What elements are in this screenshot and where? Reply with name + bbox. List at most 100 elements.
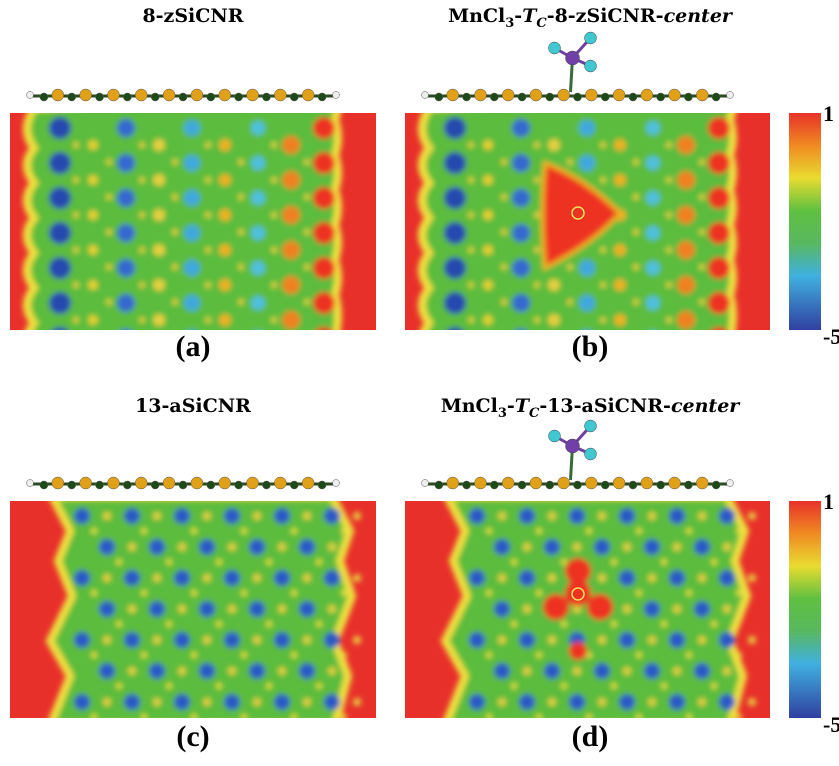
atom xyxy=(262,93,270,101)
density-blob xyxy=(600,247,606,253)
density-blob xyxy=(619,570,635,586)
atom xyxy=(179,93,187,101)
density-blob xyxy=(241,652,247,658)
density-blob xyxy=(228,667,236,675)
density-blob xyxy=(646,331,660,345)
density-blob xyxy=(483,315,493,325)
density-blob xyxy=(644,601,660,617)
density-blob xyxy=(219,139,231,151)
density-blob xyxy=(49,292,71,314)
density-blob xyxy=(224,570,240,586)
density-blob xyxy=(153,574,161,582)
atom xyxy=(585,477,597,489)
atom xyxy=(123,481,131,489)
density-blob xyxy=(573,605,581,613)
density-blob xyxy=(238,369,244,375)
density-blob xyxy=(677,171,695,189)
density-blob xyxy=(88,350,98,360)
density-blob xyxy=(266,621,272,627)
density-blob xyxy=(353,636,361,644)
density-blob xyxy=(636,714,642,720)
atom xyxy=(96,93,104,101)
density-blob xyxy=(633,299,639,305)
atom-cl xyxy=(549,42,561,54)
density-blob xyxy=(282,136,300,154)
density-blob xyxy=(313,327,335,349)
atom xyxy=(696,477,708,489)
atom xyxy=(80,477,92,489)
density-blob xyxy=(304,264,310,270)
atom xyxy=(696,89,708,101)
density-map xyxy=(10,496,376,726)
density-blob xyxy=(736,590,742,596)
density-blob xyxy=(736,528,742,534)
density-blob xyxy=(304,194,310,200)
density-blob xyxy=(184,120,200,136)
density-blob xyxy=(648,574,656,582)
density-blob xyxy=(88,315,98,325)
density-blob xyxy=(203,574,211,582)
density-blob xyxy=(468,247,474,253)
atom-cl xyxy=(585,448,597,460)
density-blob xyxy=(561,559,567,565)
density-blob xyxy=(661,621,667,627)
atom xyxy=(207,481,215,489)
density-blob xyxy=(708,222,730,244)
atom xyxy=(333,480,340,487)
density-blob xyxy=(249,601,265,617)
density-blob xyxy=(646,226,660,240)
density-blob xyxy=(501,264,507,270)
density-blob xyxy=(677,311,695,329)
panel-label: (a) xyxy=(176,330,211,363)
density-blob xyxy=(486,590,492,596)
density-blob xyxy=(512,294,530,312)
density-blob xyxy=(614,314,626,326)
density-blob xyxy=(519,508,535,524)
atom xyxy=(613,477,625,489)
atom xyxy=(727,480,734,487)
density-blob xyxy=(253,698,261,706)
atom xyxy=(274,89,286,101)
atom xyxy=(601,481,609,489)
density-blob xyxy=(483,140,493,150)
density-blob xyxy=(291,714,297,720)
density-blob xyxy=(174,694,190,710)
density-blob xyxy=(153,349,165,361)
density-blob xyxy=(567,299,573,305)
density-blob xyxy=(736,714,742,720)
atom xyxy=(669,89,681,101)
density-blob xyxy=(139,247,145,253)
density-blob xyxy=(224,508,240,524)
density-blob xyxy=(91,590,97,596)
density-blob xyxy=(324,570,340,586)
atom xyxy=(68,481,76,489)
density-blob xyxy=(271,177,277,183)
atom xyxy=(435,481,443,489)
density-blob xyxy=(512,224,530,242)
density-blob xyxy=(686,714,692,720)
density-blob xyxy=(708,117,730,139)
density-blob xyxy=(224,632,240,648)
density-blob xyxy=(73,142,79,148)
title-part: MnCl xyxy=(448,5,505,27)
atom xyxy=(490,93,498,101)
density-blob xyxy=(106,194,112,200)
density-blob xyxy=(74,632,90,648)
density-blob xyxy=(666,317,672,323)
density-blob xyxy=(153,139,165,151)
panel-title: MnCl3-TC-13-aSiCNR-center xyxy=(441,395,742,421)
density-blob xyxy=(686,652,692,658)
density-blob xyxy=(498,636,506,644)
density-blob xyxy=(128,667,136,675)
atom-cl xyxy=(585,60,597,72)
density-blob xyxy=(166,559,172,565)
density-blob xyxy=(274,632,290,648)
atom xyxy=(219,477,231,489)
atom-mn xyxy=(566,51,580,65)
density-blob xyxy=(694,601,710,617)
density-blob xyxy=(669,570,685,586)
density-blob xyxy=(117,259,135,277)
density-blob xyxy=(698,512,706,520)
density-blob xyxy=(600,282,606,288)
density-blob xyxy=(139,177,145,183)
